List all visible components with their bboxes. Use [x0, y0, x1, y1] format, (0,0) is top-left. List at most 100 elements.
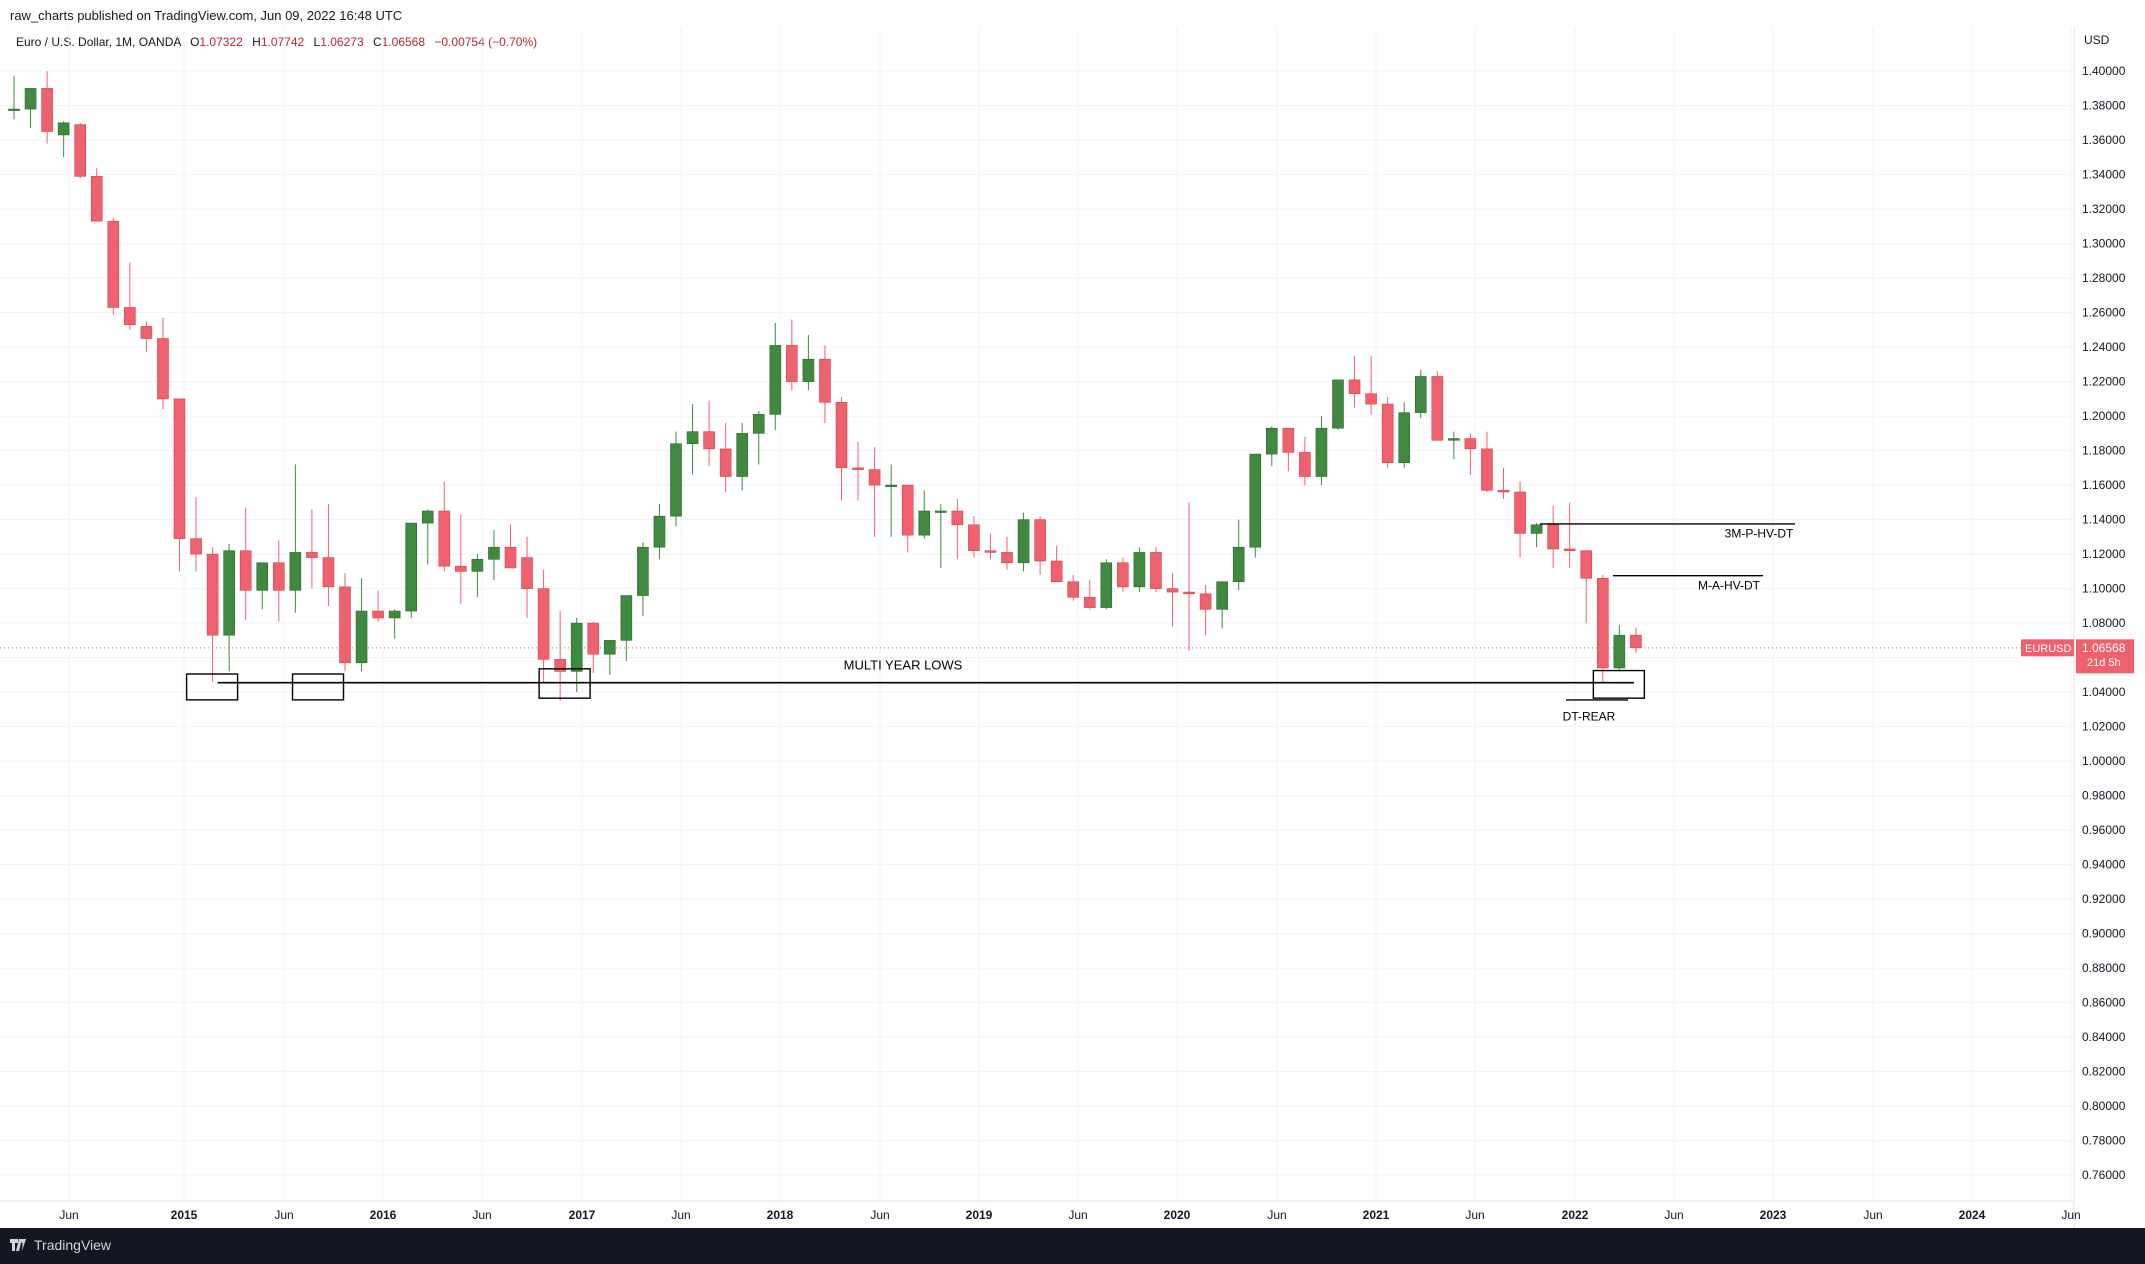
change-value: −0.00754 (−0.70%): [434, 35, 538, 49]
time-tick-label: 2023: [1760, 1208, 1787, 1222]
footer-bar: TradingView: [0, 1228, 2145, 1264]
candle-body: [620, 595, 633, 641]
candle-body: [670, 443, 682, 517]
price-tick-label: 1.40000: [2082, 64, 2126, 78]
candle-body: [1497, 489, 1510, 493]
price-tick-label: 0.86000: [2082, 996, 2126, 1010]
brand-name[interactable]: TradingView: [34, 1237, 112, 1253]
time-tick-label: Jun: [2061, 1208, 2080, 1222]
price-tick-label: 1.00000: [2082, 754, 2126, 768]
high-value: 1.07742: [260, 35, 305, 49]
candle-body: [1199, 593, 1212, 610]
candle-body: [852, 467, 864, 470]
candle-body: [74, 124, 86, 177]
grid-lines: [0, 28, 2074, 1201]
price-tick-label: 1.12000: [2082, 547, 2126, 561]
time-tick-label: 2019: [966, 1208, 993, 1222]
candle-body: [703, 431, 715, 450]
candle-body: [223, 550, 235, 636]
price-tick-label: 1.04000: [2082, 685, 2126, 699]
candle-body: [1597, 577, 1609, 669]
candle-body: [1216, 581, 1228, 610]
candle-body: [934, 510, 947, 513]
price-tick-label: 0.94000: [2082, 858, 2126, 872]
time-tick-label: 2021: [1363, 1208, 1390, 1222]
candle-body: [1464, 438, 1477, 450]
open-label: O: [190, 35, 200, 49]
time-tick-label: 2022: [1562, 1208, 1589, 1222]
candle-body: [272, 562, 285, 591]
open-value: 1.07322: [199, 35, 243, 49]
price-tick-label: 0.78000: [2082, 1134, 2126, 1148]
price-tick-label: 1.36000: [2082, 133, 2126, 147]
candlestick-chart[interactable]: USD 1.400001.380001.360001.340001.320001…: [0, 28, 2145, 1228]
time-tick-label: Jun: [870, 1208, 889, 1222]
price-tick-label: 0.88000: [2082, 961, 2126, 975]
candle-body: [57, 122, 70, 136]
candle-body: [8, 108, 20, 111]
candle-body: [637, 546, 649, 596]
candle-body: [1282, 427, 1295, 453]
price-tick-label: 1.16000: [2082, 478, 2126, 492]
candle-body: [322, 557, 335, 588]
time-tick-label: 2015: [171, 1208, 198, 1222]
candle-body: [438, 510, 451, 567]
tradingview-logo-icon[interactable]: [10, 1238, 30, 1254]
candle-body: [1580, 550, 1593, 579]
candle-body: [41, 88, 53, 132]
high-label: H: [252, 35, 261, 49]
candle-body: [1315, 427, 1328, 477]
price-tick-label: 1.34000: [2082, 168, 2126, 182]
time-tick-label: 2020: [1164, 1208, 1191, 1222]
candle-body: [471, 558, 484, 572]
candle-body: [1348, 379, 1361, 394]
price-tick-label: 1.30000: [2082, 237, 2126, 251]
candle-body: [355, 610, 368, 664]
candle-body: [256, 562, 269, 591]
candle-body: [1381, 403, 1394, 463]
candle-body: [885, 484, 897, 487]
candle-body: [918, 510, 931, 536]
candle-body: [719, 448, 732, 477]
candle-body: [521, 557, 533, 589]
candle-body: [984, 550, 997, 553]
candle-body: [90, 176, 103, 222]
time-tick-label: 2016: [370, 1208, 397, 1222]
low-box: [291, 673, 345, 701]
price-tick-label: 1.08000: [2082, 616, 2126, 630]
symbol-description[interactable]: Euro / U.S. Dollar, 1M, OANDA: [16, 35, 181, 49]
time-tick-label: Jun: [1267, 1208, 1286, 1222]
price-tick-label: 0.90000: [2082, 927, 2126, 941]
time-tick-label: Jun: [1068, 1208, 1087, 1222]
candle-body: [388, 610, 401, 619]
candle-body: [289, 552, 302, 591]
candle-body: [769, 345, 782, 415]
time-tick-label: Jun: [671, 1208, 690, 1222]
symbol-tag: EURUSD: [2025, 643, 2072, 655]
candle-body: [1067, 581, 1079, 598]
candle-body: [686, 431, 699, 445]
price-tick-label: 1.38000: [2082, 99, 2126, 113]
candle-body: [1398, 412, 1410, 463]
candle-body: [786, 345, 798, 382]
candle-body: [124, 307, 136, 326]
candle-body: [1150, 552, 1162, 589]
annotations: MULTI YEAR LOWS DT-REAR M-A-HV-DT 3M-P-HV-D…: [185, 523, 1795, 724]
candle-body: [1530, 524, 1543, 534]
candle-body: [1332, 379, 1344, 429]
currency-label: USD: [2084, 33, 2110, 47]
candle-body: [1133, 552, 1146, 588]
3m-p-hv-dt-label: 3M-P-HV-DT: [1725, 527, 1794, 541]
chart-area[interactable]: USD 1.40000 1.38000 1.36000 1.34000 1.32000 1…: [0, 28, 2145, 1228]
candle-body: [24, 88, 37, 110]
candle-body: [455, 565, 467, 572]
candle-body: [835, 402, 848, 469]
candle-body: [1563, 548, 1576, 551]
price-tick-label: 1.02000: [2082, 720, 2126, 734]
candle-body: [173, 398, 186, 539]
candle-body: [752, 414, 765, 434]
candle-body: [1232, 546, 1245, 583]
candle-body: [107, 220, 120, 308]
price-tick-label: 1.28000: [2082, 271, 2126, 285]
candle-body: [1083, 596, 1096, 608]
